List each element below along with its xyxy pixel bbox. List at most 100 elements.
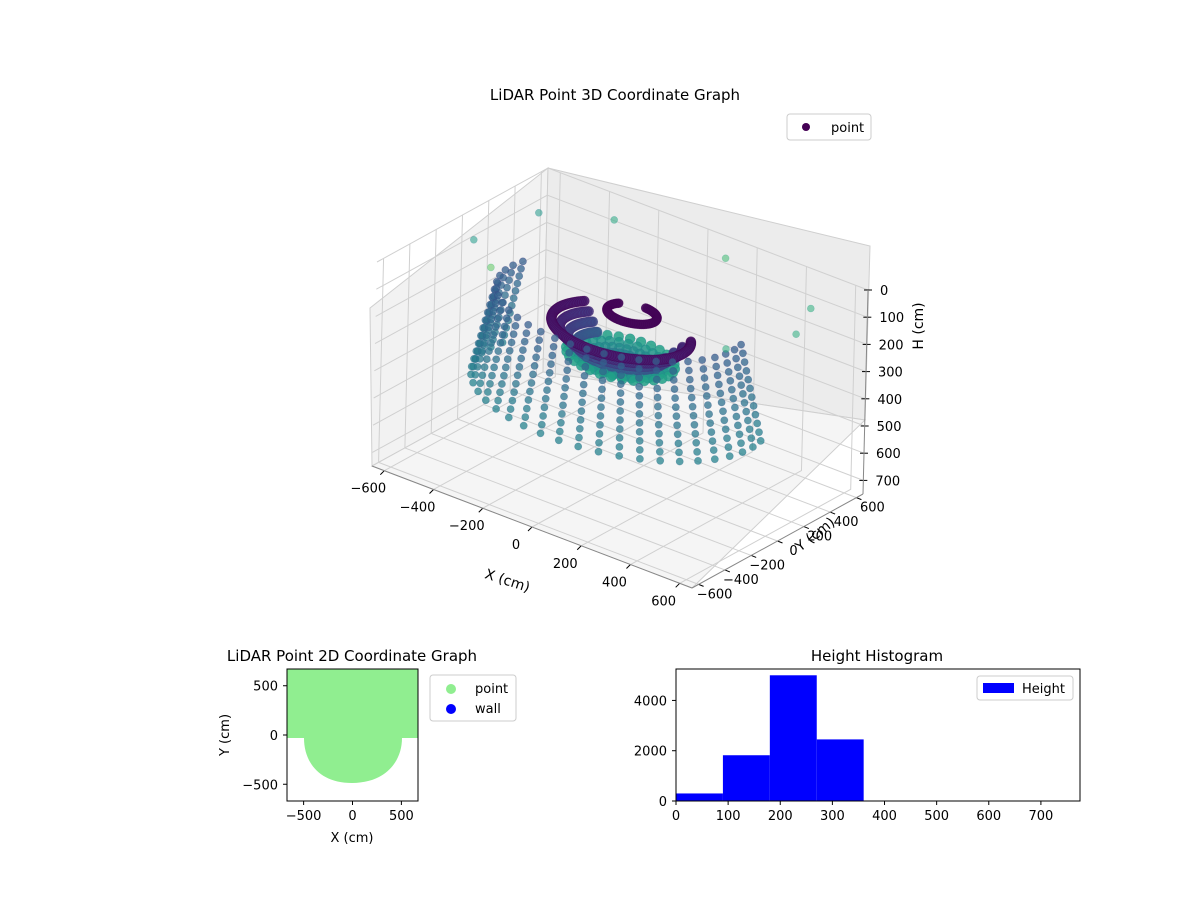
point-3d [685, 367, 692, 374]
point-3d [739, 449, 746, 456]
point-3d [492, 300, 499, 307]
point-3d [654, 403, 661, 410]
point-3d [485, 324, 492, 331]
point-3d [557, 419, 564, 426]
point-3d [491, 364, 498, 371]
point-3d [485, 348, 492, 355]
point-3d [689, 403, 696, 410]
point-3d [476, 355, 483, 362]
point-3d [739, 350, 746, 357]
plot-2d-title: LiDAR Point 2D Coordinate Graph [227, 647, 477, 665]
point-3d [616, 416, 623, 423]
h-tick-label: 600 [876, 447, 901, 462]
point-3d [699, 356, 706, 363]
point-3d [704, 402, 711, 409]
point-3d [745, 376, 752, 383]
point-3d [516, 273, 523, 280]
point-3d [636, 419, 643, 426]
point-3d [556, 428, 563, 435]
point-3d [616, 425, 623, 432]
x-tick-label: −200 [449, 519, 485, 534]
point-3d [737, 440, 744, 447]
point-3d [516, 363, 523, 370]
point-3d [728, 386, 735, 393]
point-3d [793, 331, 800, 338]
point-3d [522, 414, 529, 421]
point-3d [529, 371, 536, 378]
x-tick-label-hist: 100 [716, 809, 741, 824]
point-3d [636, 392, 643, 399]
histogram-title: Height Histogram [811, 647, 943, 665]
point-3d [510, 295, 517, 302]
point-3d [479, 372, 486, 379]
point-3d [599, 368, 606, 375]
y-tick-label: −600 [697, 587, 733, 602]
point-3d [493, 285, 500, 292]
point-3d [694, 457, 701, 464]
point-3d [519, 347, 526, 354]
point-3d [713, 363, 720, 370]
point-3d [617, 372, 624, 379]
point-3d [492, 323, 499, 330]
point-3d [752, 411, 759, 418]
x-tick-label: 400 [602, 576, 627, 591]
point-3d [636, 455, 643, 462]
point-3d [606, 372, 616, 382]
point-3d [567, 340, 574, 347]
point-3d [722, 255, 729, 262]
point-3d [600, 350, 607, 357]
point-3d [533, 354, 540, 361]
point-3d [577, 416, 584, 423]
plot-3d-legend: point [787, 114, 871, 140]
point-3d [537, 328, 544, 335]
x-tick-label-hist: 500 [924, 809, 949, 824]
legend-marker-point [802, 123, 810, 131]
x-tick-label-hist: 600 [976, 809, 1001, 824]
h-tick-label: 200 [879, 338, 904, 353]
y-tick-label-hist: 2000 [634, 745, 667, 760]
point-3d [723, 435, 730, 442]
point-3d [545, 378, 552, 385]
point-3d [506, 347, 513, 354]
point-3d [483, 332, 490, 339]
legend-marker-height [983, 683, 1014, 693]
point-3d [521, 338, 528, 345]
point-3d [684, 358, 691, 365]
point-3d [700, 365, 707, 372]
point-3d [617, 390, 624, 397]
point-3d [498, 380, 505, 387]
h-tick-label: 500 [877, 420, 902, 435]
point-3d [488, 372, 495, 379]
point-3d [550, 343, 557, 350]
point-3d [494, 292, 501, 299]
x-tick-label-2d: −500 [286, 809, 322, 824]
point-3d [670, 376, 677, 383]
point-3d [656, 448, 663, 455]
point-3d [736, 373, 743, 380]
point-3d [688, 394, 695, 401]
plot-3d-title: LiDAR Point 3D Coordinate Graph [490, 86, 740, 104]
point-3d [514, 280, 521, 287]
point-3d [715, 381, 722, 388]
point-3d [558, 410, 565, 417]
point-3d [482, 397, 489, 404]
point-3d [493, 356, 500, 363]
point-3d [488, 339, 495, 346]
point-3d [494, 315, 501, 322]
histogram-legend: Height [977, 676, 1073, 700]
point-3d [710, 447, 717, 454]
y-tick-label: −200 [749, 558, 785, 573]
point-3d [691, 421, 698, 428]
point-3d [576, 425, 583, 432]
point-3d [723, 346, 730, 353]
point-3d [497, 339, 504, 346]
point-3d [472, 371, 479, 378]
point-3d [580, 381, 587, 388]
point-3d [755, 429, 762, 436]
point-3d [636, 374, 643, 381]
point-3d [738, 341, 745, 348]
y-tick-label: −400 [723, 573, 759, 588]
point-3d [636, 401, 643, 408]
point-3d [694, 448, 701, 455]
point-3d [617, 381, 624, 388]
